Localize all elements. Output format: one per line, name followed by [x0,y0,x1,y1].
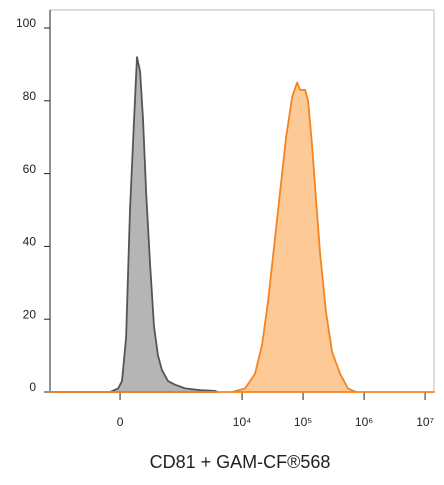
histogram-area [49,81,435,393]
x-tick-label: 10⁵ [294,415,312,429]
y-tick-label: 40 [23,235,37,249]
x-axis-title: CD81 + GAM-CF®568 [150,452,331,472]
x-tick-label: 0 [117,415,124,429]
plot-frame [49,9,435,393]
y-tick-label: 100 [16,16,36,30]
x-tick-label: 10⁷ [416,415,434,429]
histogram-area [49,56,219,393]
x-tick-label: 10⁴ [233,415,252,429]
y-tick-label: 20 [23,307,37,321]
y-tick-label: 0 [29,380,36,394]
y-tick-label: 80 [23,89,37,103]
y-tick-label: 60 [23,162,37,176]
x-tick-label: 10⁶ [355,415,373,429]
